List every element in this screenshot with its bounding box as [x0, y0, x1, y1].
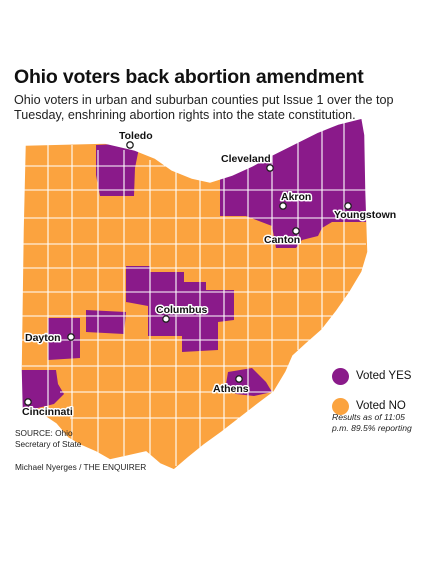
akron-dot — [279, 202, 287, 210]
legend-yes-label: Voted YES — [356, 370, 412, 382]
city-label-toledo: Toledo — [119, 130, 153, 142]
city-label-canton: Canton — [264, 234, 300, 246]
cincinnati-dot — [24, 398, 32, 406]
ne-ohio-counties — [220, 118, 366, 248]
greene-county — [86, 310, 126, 334]
headline: Ohio voters back abortion amendment — [14, 66, 364, 88]
city-label-columbus: Columbus — [156, 304, 207, 316]
results-note: Results as of 11:05 p.m. 89.5% reporting — [332, 412, 412, 433]
city-label-athens: Athens — [213, 383, 249, 395]
city-label-cincinnati: Cincinnati — [22, 406, 73, 418]
cleveland-dot — [266, 164, 274, 172]
toledo-dot — [126, 141, 134, 149]
city-label-dayton: Dayton — [25, 332, 61, 344]
columbus-dot — [162, 315, 170, 323]
city-label-youngstown: Youngstown — [334, 209, 396, 221]
county-borders — [22, 122, 366, 466]
legend-no-label: Voted NO — [356, 400, 406, 412]
youngstown-dot — [344, 202, 352, 210]
legend-no: Voted NO — [332, 396, 422, 418]
legend: Voted YES Voted NO — [332, 366, 422, 426]
deck: Ohio voters in urban and suburban counti… — [14, 93, 394, 122]
legend-yes: Voted YES — [332, 366, 422, 388]
city-labels: Toledo Cleveland Akron Youngstown Canton… — [21, 129, 398, 420]
dayton-dot — [67, 333, 75, 341]
athens-county — [226, 368, 272, 396]
athens-dot — [235, 375, 243, 383]
canton-dot — [292, 227, 300, 235]
yes-swatch — [332, 368, 349, 385]
no-swatch — [332, 398, 349, 415]
credit-line: Michael Nyerges / THE ENQUIRER — [15, 462, 147, 472]
city-label-akron: Akron — [281, 191, 311, 203]
lucas-county — [96, 143, 140, 196]
city-dots — [24, 141, 352, 406]
source-note: SOURCE: Ohio Secretary of State — [15, 428, 82, 449]
city-label-cleveland: Cleveland — [221, 153, 271, 165]
central-ohio-counties — [126, 266, 234, 352]
